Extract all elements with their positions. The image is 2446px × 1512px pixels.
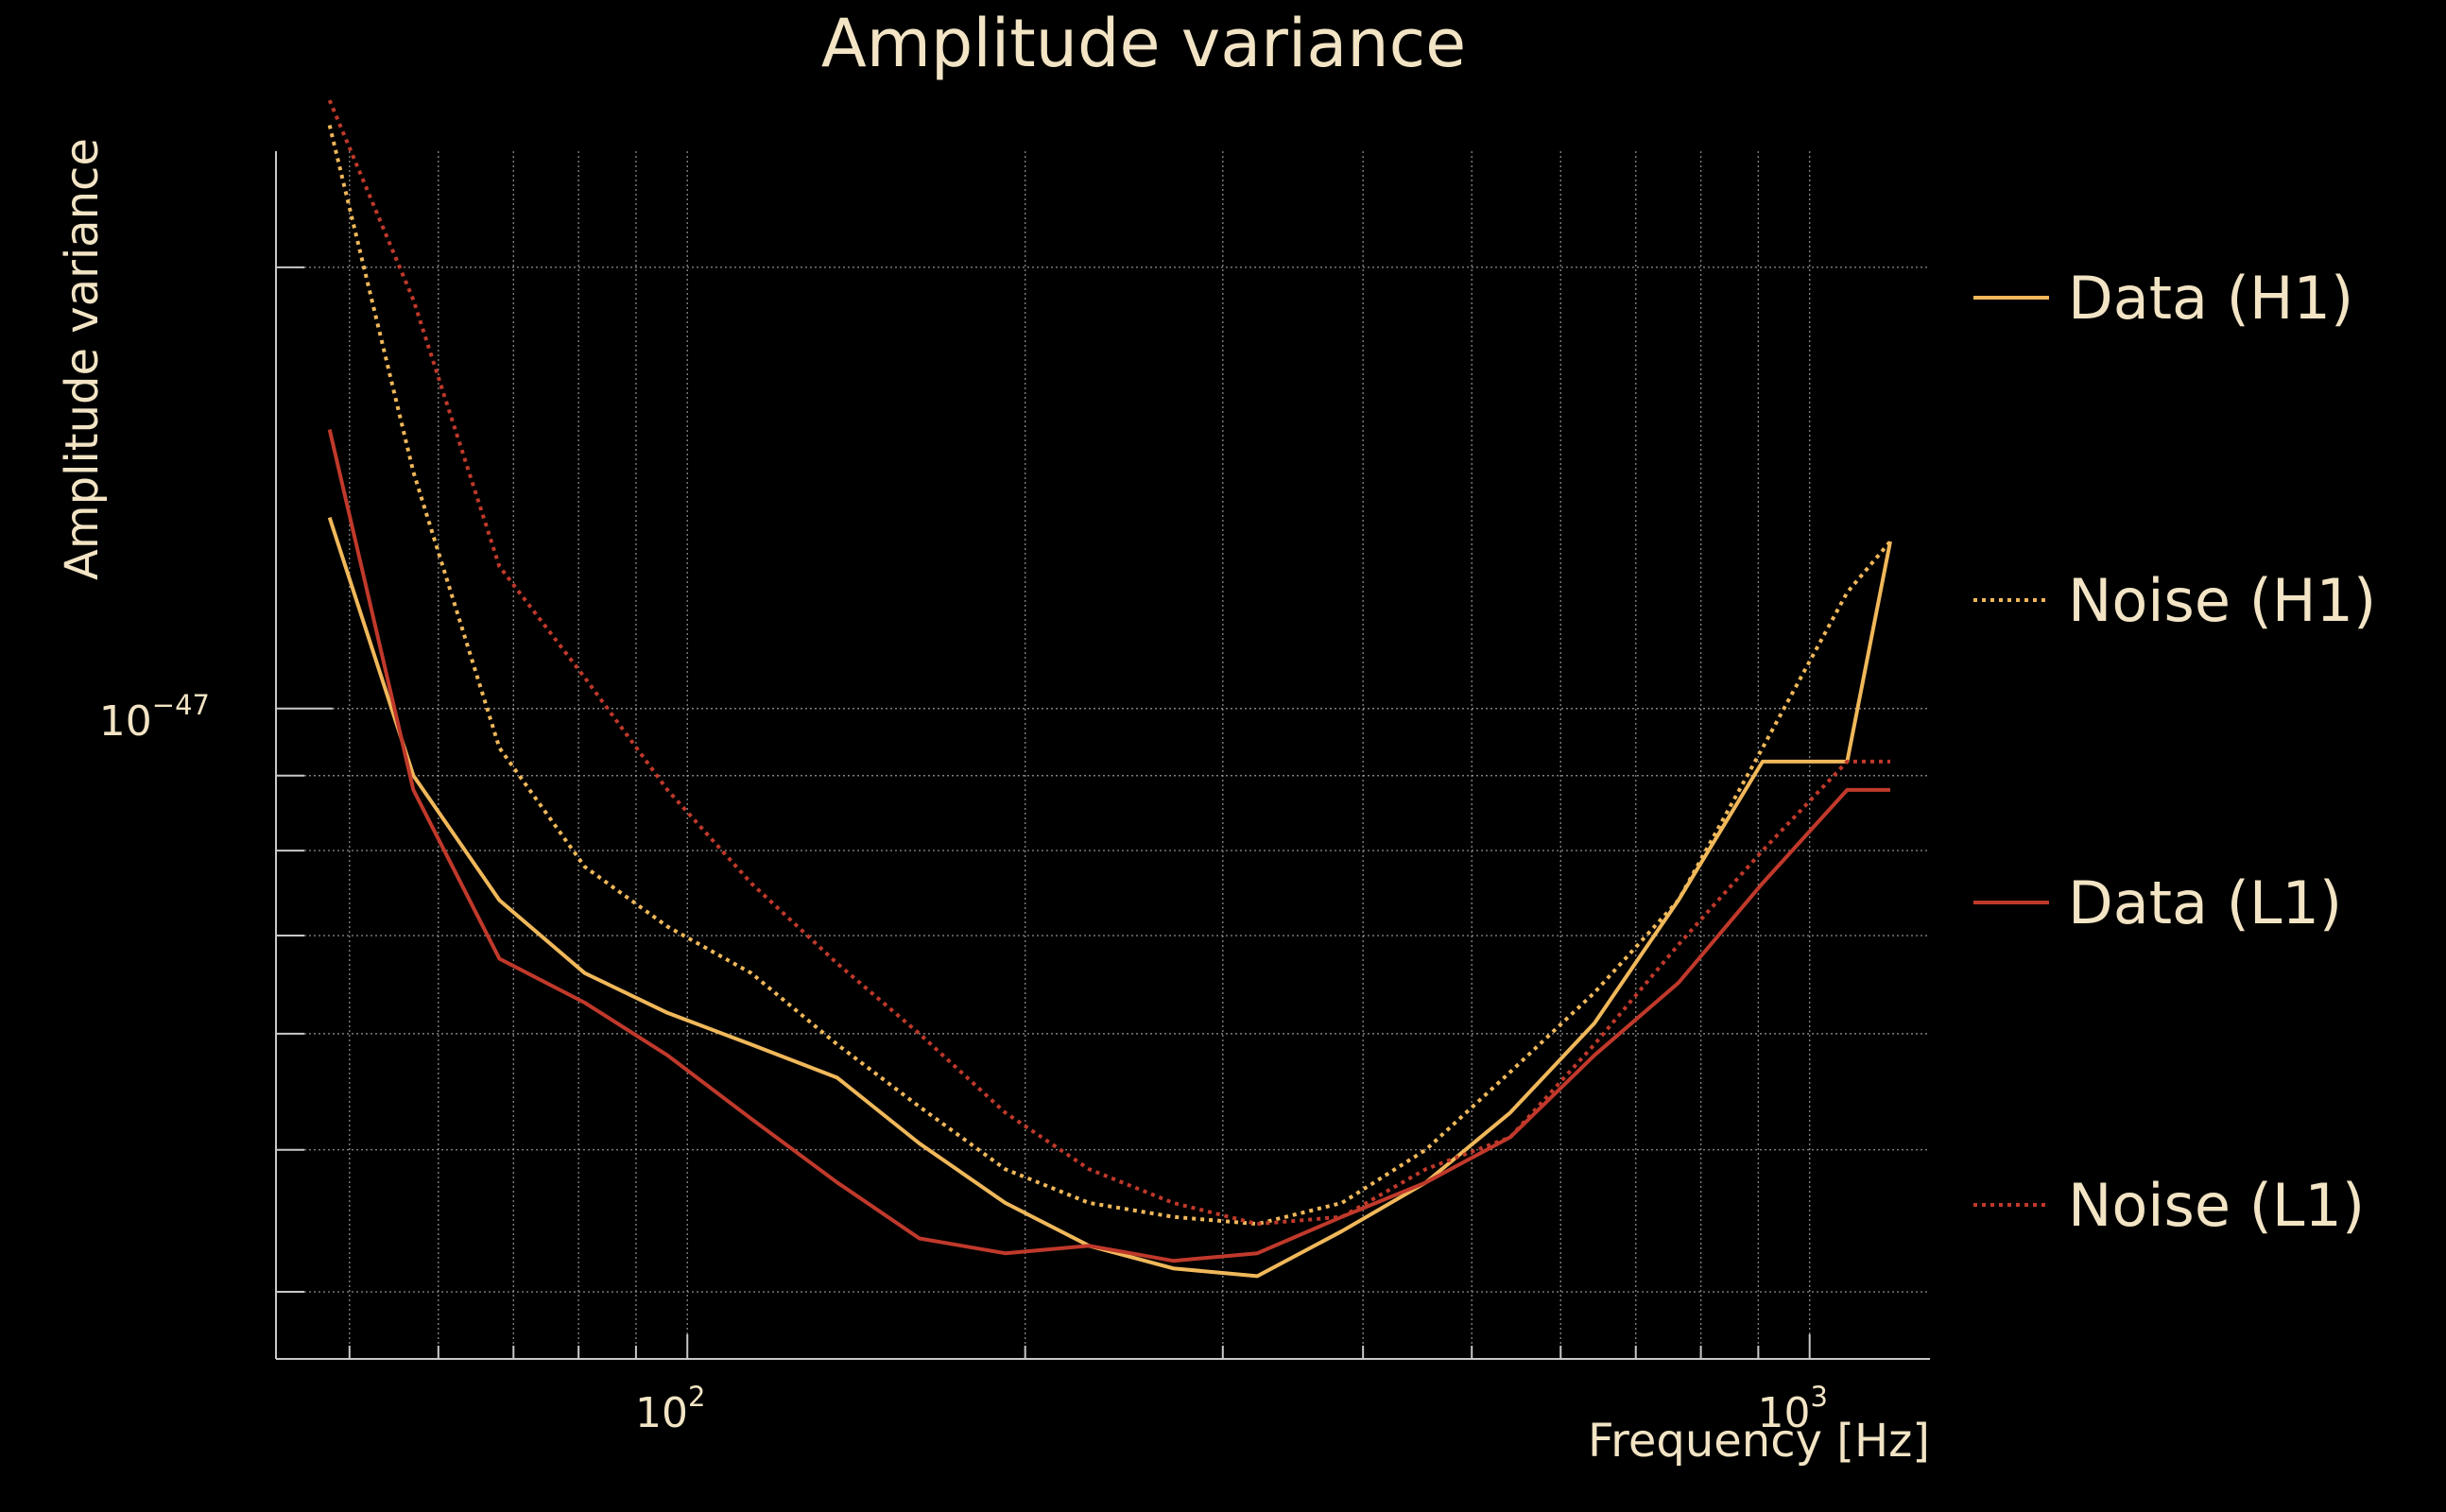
legend-label: Noise (H1): [2068, 566, 2376, 635]
y-tick-label: 10−47: [99, 689, 210, 746]
legend-item: Noise (L1): [1973, 1171, 2365, 1240]
legend-label: Data (H1): [2068, 264, 2353, 333]
series-lines: [327, 99, 1892, 1279]
legend: Data (H1) Noise (H1) Data (L1) Noise (L1): [1973, 264, 2376, 1240]
x-tick-label-base: 10: [635, 1389, 688, 1437]
chart-title: Amplitude variance: [821, 5, 1466, 82]
grid: [276, 151, 1930, 1359]
legend-item: Data (L1): [1973, 868, 2342, 937]
y-tick-label-base: 10: [99, 697, 152, 746]
legend-item: Data (H1): [1973, 264, 2353, 333]
x-tick-label-exponent: 2: [688, 1381, 705, 1413]
legend-label: Data (L1): [2068, 868, 2342, 937]
x-tick-label-exponent: 3: [1810, 1381, 1827, 1413]
legend-item: Noise (H1): [1973, 566, 2376, 635]
series-line-1: [327, 125, 1892, 1227]
legend-label: Noise (L1): [2068, 1171, 2365, 1240]
series-line-0: [327, 516, 1892, 1279]
x-axis-label: Frequency [Hz]: [1588, 1415, 1930, 1468]
y-tick-label-exponent: −47: [152, 689, 210, 721]
x-tick-label: 103: [1757, 1381, 1827, 1437]
axes: [275, 151, 1930, 1360]
x-tick-label-base: 10: [1757, 1389, 1810, 1437]
x-tick-label: 102: [635, 1381, 705, 1437]
series-line-3: [327, 99, 1890, 1227]
y-axis-label: Amplitude variance: [56, 138, 109, 580]
series-line-2: [327, 429, 1890, 1263]
